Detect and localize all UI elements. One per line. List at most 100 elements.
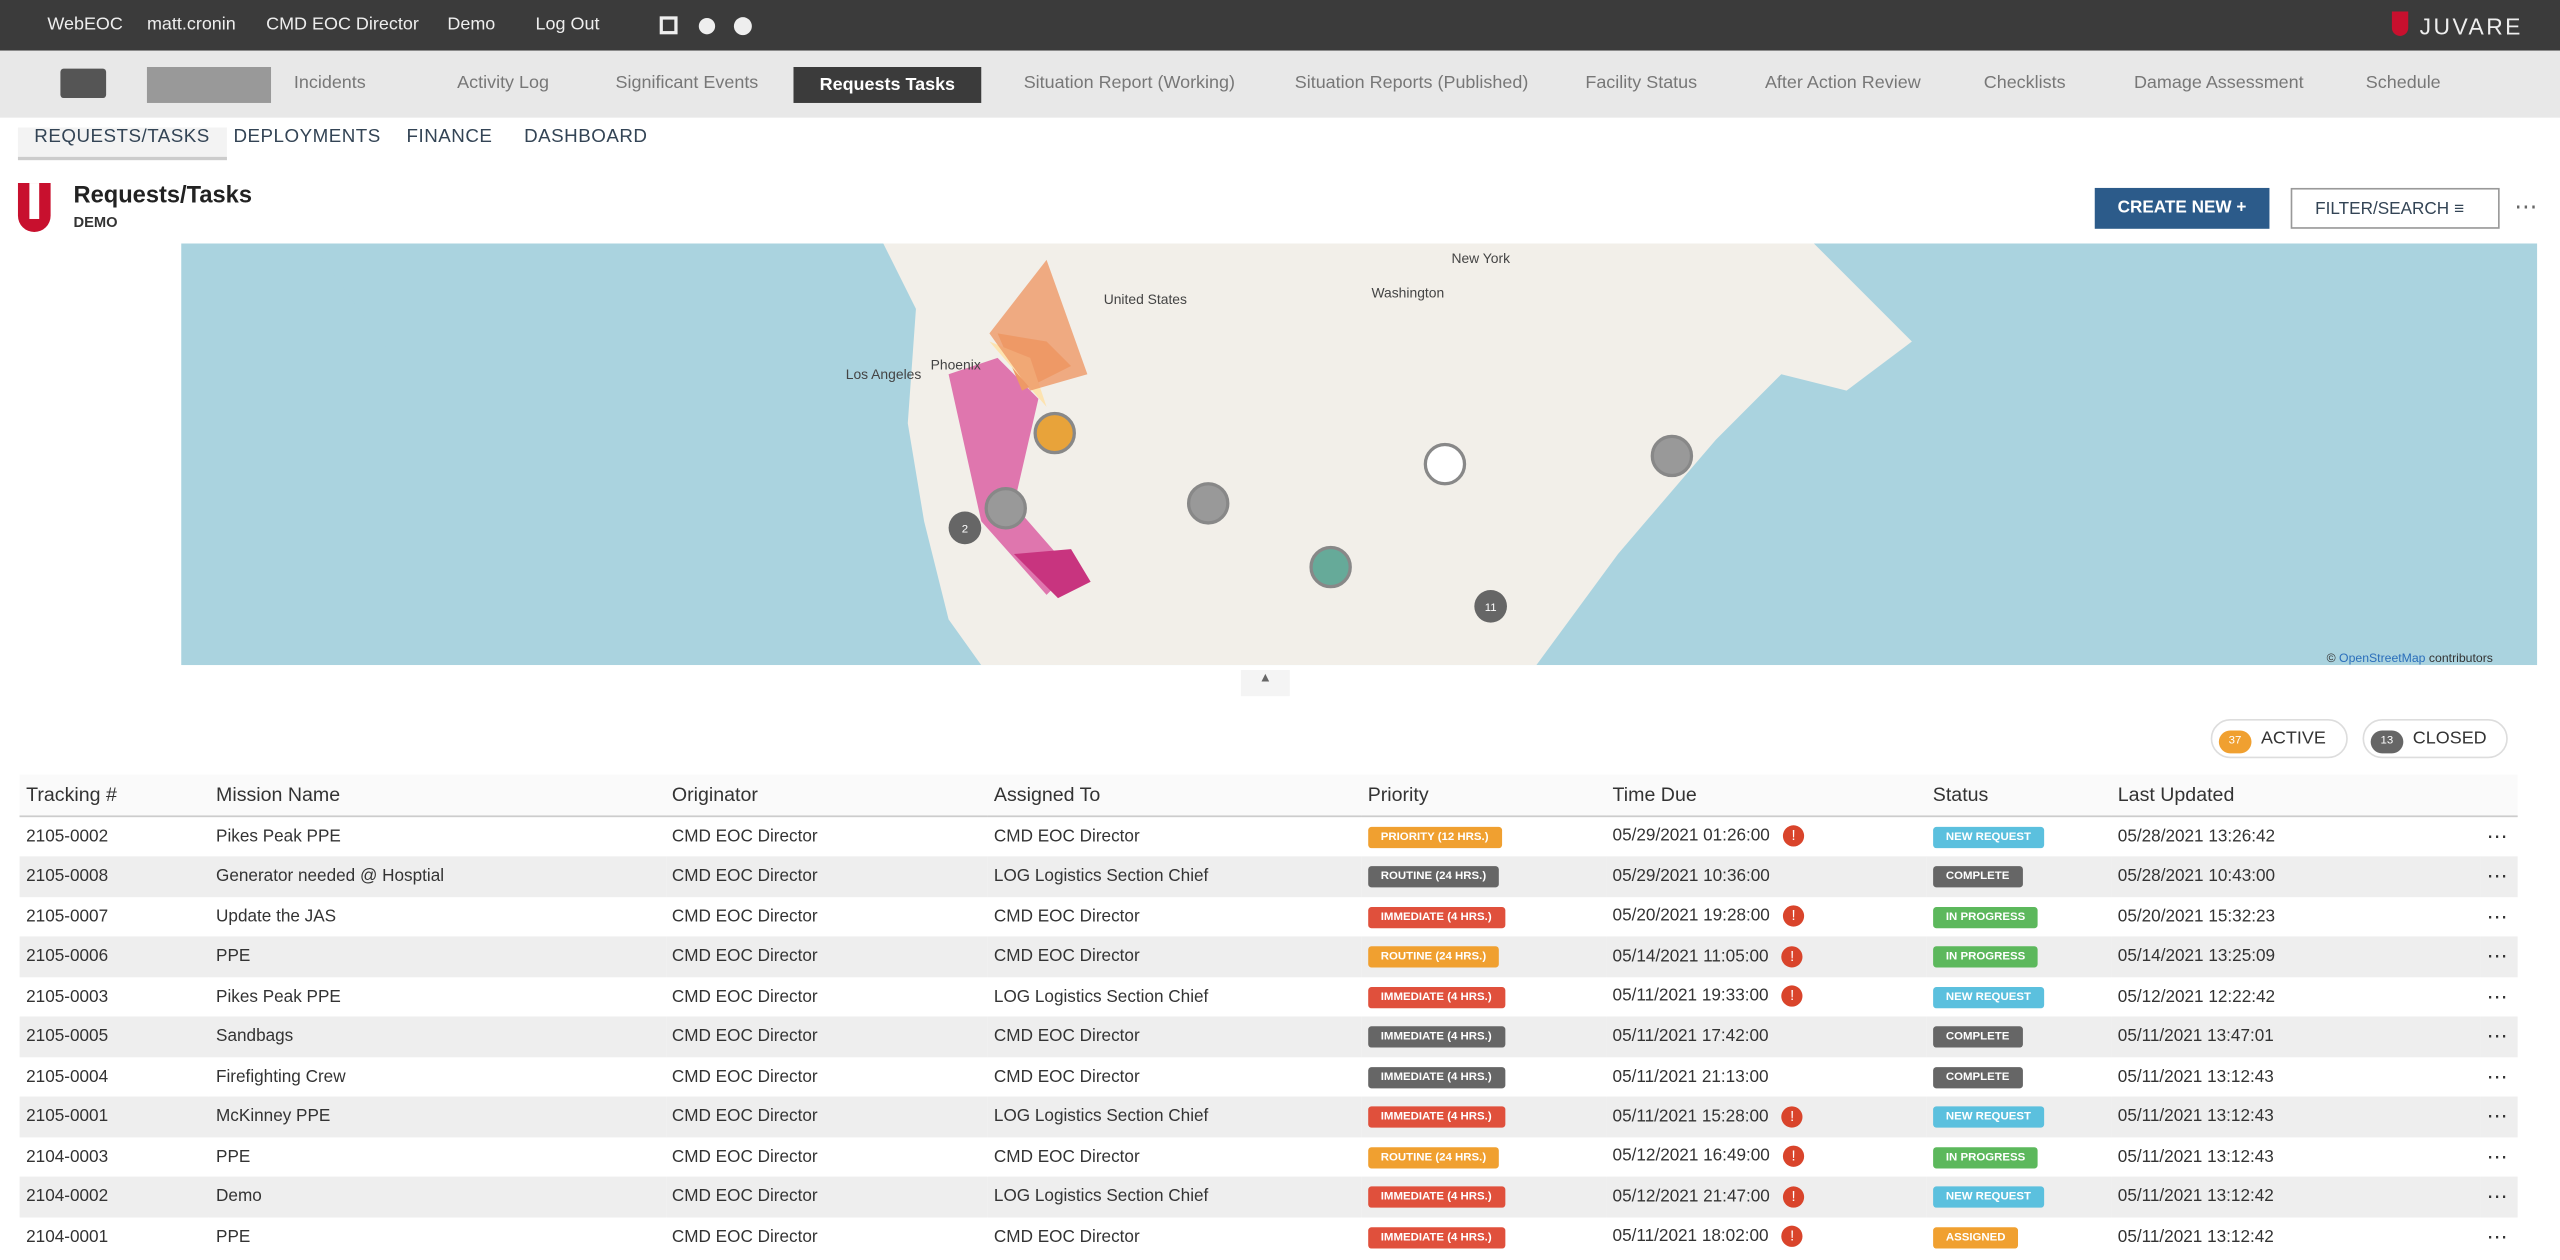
row-menu[interactable]: ⋯ (2480, 1057, 2518, 1097)
nav-link[interactable]: Demo (447, 15, 495, 35)
table-row[interactable]: 2105-0007Update the JASCMD EOC DirectorC… (20, 896, 2518, 936)
map-marker[interactable] (1035, 413, 1074, 452)
column-header[interactable]: Priority (1361, 775, 1606, 816)
table-row[interactable]: 2104-0003PPECMD EOC DirectorCMD EOC Dire… (20, 1137, 2518, 1177)
tab[interactable]: Incidents (294, 74, 366, 94)
row-menu[interactable]: ⋯ (2480, 1137, 2518, 1177)
tab[interactable]: Checklists (1984, 74, 2066, 94)
tab[interactable]: Situation Report (Working) (1024, 74, 1235, 94)
active-toggle[interactable]: 37ACTIVE (2211, 719, 2347, 758)
tab[interactable]: Activity Log (457, 74, 549, 94)
map-marker[interactable] (1425, 445, 1464, 484)
page-logo (15, 180, 54, 239)
table-cell: COMPLETE (1926, 856, 2111, 896)
row-menu[interactable]: ⋯ (2480, 1177, 2518, 1217)
table-cell: ROUTINE (24 HRS.) (1361, 1137, 1606, 1177)
table-cell: CMD EOC Director (665, 815, 987, 856)
map-marker[interactable] (1652, 436, 1691, 475)
table-cell: IN PROGRESS (1926, 1137, 2111, 1177)
map[interactable]: OttawaNew YorkWashingtonUnited StatesLos… (181, 243, 2537, 665)
table-row[interactable]: 2105-0008Generator needed @ HosptialCMD … (20, 856, 2518, 896)
icons[interactable] (660, 15, 758, 38)
row-menu[interactable]: ⋯ (2480, 1217, 2518, 1257)
nav-link[interactable]: CMD EOC Director (266, 15, 419, 35)
row-menu[interactable]: ⋯ (2480, 976, 2518, 1016)
table-row[interactable]: 2105-0004Firefighting CrewCMD EOC Direct… (20, 1057, 2518, 1097)
table-row[interactable]: 2104-0001PPECMD EOC DirectorCMD EOC Dire… (20, 1217, 2518, 1257)
map-marker[interactable] (1189, 484, 1228, 523)
row-menu[interactable]: ⋯ (2480, 936, 2518, 976)
status-badge: COMPLETE (1933, 867, 2023, 888)
priority-badge: IMMEDIATE (4 HRS.) (1368, 1067, 1505, 1088)
column-header[interactable]: Originator (665, 775, 987, 816)
closed-toggle[interactable]: 13CLOSED (2363, 719, 2508, 758)
subnav-link[interactable]: DASHBOARD (524, 127, 647, 147)
table-cell: 05/11/2021 13:12:43 (2111, 1097, 2480, 1137)
table-row[interactable]: 2105-0005SandbagsCMD EOC DirectorCMD EOC… (20, 1016, 2518, 1056)
subnav-link[interactable]: DEPLOYMENTS (233, 127, 380, 147)
tab[interactable]: Schedule (2366, 74, 2441, 94)
column-header[interactable]: Assigned To (987, 775, 1361, 816)
tab-bar: Incidents Activity Log Significant Events R… (0, 51, 2560, 118)
attribution-link[interactable]: OpenStreetMap (2339, 650, 2425, 665)
table-cell: PPE (209, 936, 665, 976)
status-badge: NEW REQUEST (1933, 1107, 2044, 1128)
tab[interactable]: Significant Events (616, 74, 759, 94)
table-row[interactable]: 2104-0002DemoCMD EOC DirectorLOG Logisti… (20, 1177, 2518, 1217)
table-cell: 05/11/2021 15:28:00! (1606, 1097, 1926, 1137)
table-cell: 05/29/2021 10:36:00 (1606, 856, 1926, 896)
table-cell: 05/11/2021 13:12:42 (2111, 1217, 2480, 1257)
tab[interactable]: Damage Assessment (2134, 74, 2304, 94)
map-label: Phoenix (931, 356, 981, 372)
cell-text: 05/11/2021 21:13:00 (1613, 1067, 1769, 1087)
table-cell: CMD EOC Director (987, 1057, 1361, 1097)
more[interactable]: ⋯ (2514, 193, 2537, 221)
table-row[interactable]: 2105-0006PPECMD EOC DirectorCMD EOC Dire… (20, 936, 2518, 976)
row-menu[interactable]: ⋯ (2480, 896, 2518, 936)
row-menu[interactable]: ⋯ (2480, 1016, 2518, 1056)
table-cell: 05/12/2021 21:47:00! (1606, 1177, 1926, 1217)
cell-text: LOG Logistics Section Chief (994, 1107, 1208, 1127)
priority-badge: ROUTINE (24 HRS.) (1368, 1147, 1500, 1168)
cell-text: CMD EOC Director (994, 947, 1140, 967)
cell-text: 05/20/2021 15:32:23 (2118, 907, 2275, 927)
tab[interactable]: After Action Review (1765, 74, 1921, 94)
tab[interactable]: Facility Status (1585, 74, 1697, 94)
column-header[interactable]: Status (1926, 775, 2111, 816)
subnav-link[interactable]: FINANCE (407, 127, 493, 147)
cell-text: 05/14/2021 13:25:09 (2118, 947, 2275, 967)
row-menu[interactable]: ⋯ (2480, 856, 2518, 896)
cell-text: 05/12/2021 21:47:00 (1613, 1186, 1770, 1206)
nav-link[interactable]: matt.cronin (147, 15, 236, 35)
table-row[interactable]: 2105-0003Pikes Peak PPECMD EOC DirectorL… (20, 976, 2518, 1016)
nav-link[interactable]: WebEOC (47, 15, 123, 35)
priority-badge: PRIORITY (12 HRS.) (1368, 826, 1502, 847)
table-cell: 2105-0008 (20, 856, 210, 896)
table-row[interactable]: 2105-0001McKinney PPECMD EOC DirectorLOG… (20, 1097, 2518, 1137)
collapse-map[interactable]: ▲ (1241, 670, 1290, 696)
column-header[interactable]: Tracking # (20, 775, 210, 816)
row-menu[interactable]: ⋯ (2480, 1097, 2518, 1137)
table-cell: IMMEDIATE (4 HRS.) (1361, 1057, 1606, 1097)
subnav-link[interactable]: REQUESTS/TASKS (18, 127, 226, 160)
status-badge: NEW REQUEST (1933, 826, 2044, 847)
column-header[interactable]: Mission Name (209, 775, 665, 816)
map-marker[interactable] (1311, 547, 1350, 586)
map-marker[interactable] (986, 489, 1025, 528)
table-cell: CMD EOC Director (665, 976, 987, 1016)
status-badge: NEW REQUEST (1933, 1187, 2044, 1208)
column-header[interactable]: Time Due (1606, 775, 1926, 816)
cell-text: Firefighting Crew (216, 1067, 346, 1087)
filter-button[interactable]: FILTER/SEARCH ≡ (2291, 188, 2500, 229)
cell-text: 2104-0002 (26, 1187, 108, 1207)
nav-link[interactable]: Log Out (536, 15, 600, 35)
tab[interactable]: Requests Tasks (793, 67, 981, 103)
table-cell: 2105-0007 (20, 896, 210, 936)
tab[interactable]: Situation Reports (Published) (1295, 74, 1529, 94)
create-button[interactable]: CREATE NEW + (2095, 188, 2269, 229)
cell-text: CMD EOC Director (994, 1027, 1140, 1047)
row-menu[interactable]: ⋯ (2480, 815, 2518, 856)
cell-text: Pikes Peak PPE (216, 826, 341, 846)
column-header[interactable]: Last Updated (2111, 775, 2480, 816)
table-row[interactable]: 2105-0002Pikes Peak PPECMD EOC DirectorC… (20, 815, 2518, 856)
